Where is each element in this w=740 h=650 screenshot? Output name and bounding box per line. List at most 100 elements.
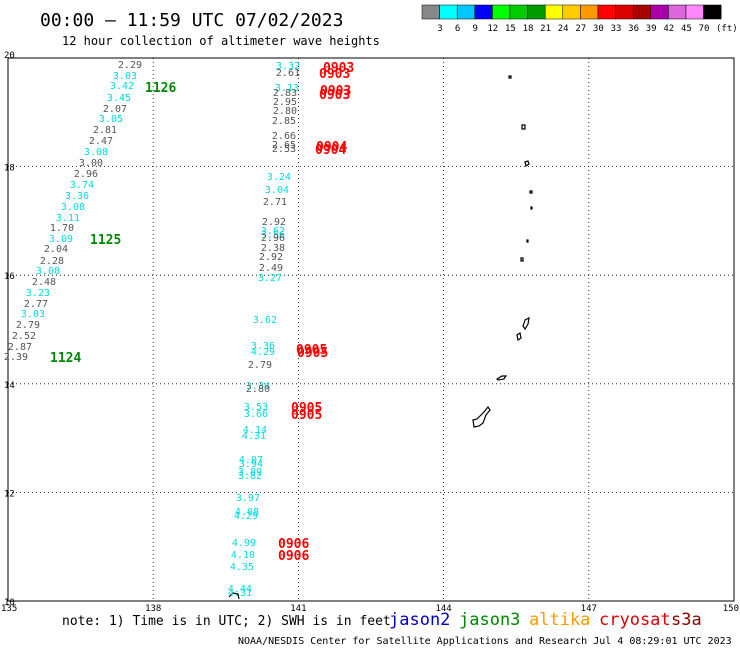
wave-height-value: 2.85 [272,116,296,127]
island-yap-fragment [228,592,240,600]
wave-height-value: 2.96 [261,233,285,244]
legend-tick-label: 9 [472,24,477,34]
map-frame [7,57,735,602]
wave-height-value: 3.03 [21,309,45,320]
pass-time-label: 0906 [278,549,309,564]
legend-tick-label: 27 [575,24,586,34]
legend-swatch [421,4,440,20]
island-guguan [530,206,533,210]
wave-height-value: 2.39 [4,352,28,363]
wave-height-value: 3.74 [70,180,94,191]
wave-height-value: 4.31 [228,588,252,599]
pass-time-label: 0905 [297,346,328,361]
wave-height-value: 2.47 [89,136,113,147]
island-anatahan [520,257,524,262]
wave-height-value: 1.70 [50,223,74,234]
wave-height-value: 3.08 [61,202,85,213]
wave-height-value: 3.89 [238,467,262,478]
mariana-islands [228,75,533,600]
wave-height-value: 4.99 [232,538,256,549]
wave-height-value: 4.14 [243,425,267,436]
y-axis-tick-label: 14 [4,381,15,391]
wave-height-value: 3.08 [36,266,60,277]
pass-time-label: 0905 [291,408,322,423]
legend-swatch [703,4,722,20]
wave-height-value: 2.79 [248,360,272,371]
legend-swatch [456,4,476,20]
island-sarigan [526,239,529,243]
legend-swatch [650,4,669,20]
wave-height-values: 2.293.033.423.452.073.052.812.473.083.00… [4,60,300,599]
wave-height-value: 4.08 [235,507,259,518]
footer-credit: NOAA/NESDIS Center for Satellite Applica… [238,636,732,647]
wave-height-value: 3.53 [244,402,268,413]
wave-height-value: 3.32 [276,61,300,72]
wave-height-value: 3.36 [251,341,275,352]
legend-swatch [492,4,511,20]
wave-height-value: 3.97 [236,493,260,504]
legend-swatch [632,4,652,20]
wave-height-value: 2.92 [262,217,286,228]
satellite-name-jason3: jason3 [459,610,520,630]
wave-height-value: 4.31 [242,431,266,442]
satellite-name-s3a: s3a [671,610,702,630]
pass-time-label: 1126 [145,81,176,96]
x-axis-tick-label: 150 [723,604,739,614]
wave-height-value: 4.29 [251,347,275,358]
wave-height-value: 2.71 [263,197,287,208]
island-guam [472,405,491,428]
map-subtitle: 12 hour collection of altimeter wave hei… [62,34,380,48]
pass-time-label: 0903 [323,61,354,76]
wave-height-value: 2.38 [261,243,285,254]
wave-height-value: 2.80 [273,106,297,117]
legend-tick-label: 70 [699,24,710,34]
pass-time-label: 0903 [320,84,351,99]
x-axis-tick-label: 141 [290,604,306,614]
island-saipan [522,316,530,331]
legend-swatch [544,4,564,20]
island-rota [496,375,508,381]
legend-tick-label: 3 [437,24,442,34]
pass-time-labels: 1126112511240903090309030903090409040905… [50,61,354,564]
pass-time-label: 0905 [291,401,322,416]
wave-height-value: 3.03 [113,71,137,82]
wave-height-value: 2.61 [276,68,300,79]
wave-height-value: 2.48 [32,277,56,288]
legend-swatch [527,4,546,20]
wave-height-value: 2.77 [24,299,48,310]
wave-height-value: 3.09 [49,234,73,245]
wave-height-value: 2.53 [272,144,296,155]
wave-height-value: 3.00 [79,158,103,169]
wave-height-value: 3.04 [265,185,289,196]
legend-swatch [668,4,687,20]
wave-height-value: 2.92 [259,252,283,263]
pass-time-label: 0904 [316,140,347,155]
wave-height-value: 2.29 [118,60,142,71]
legend-unit: (ft) [716,24,738,34]
legend-tick-label: 6 [455,24,460,34]
wave-height-value: 2.95 [273,97,297,108]
y-axis-tick-label: 16 [4,272,15,282]
legend-tick-label: 33 [611,24,622,34]
island-maug [521,124,526,130]
wave-height-value: 2.81 [93,125,117,136]
satellite-name-altika: altika [529,610,590,630]
legend-swatch [562,4,581,20]
legend-tick-label: 30 [593,24,604,34]
satellite-name-cryosat: cryosat [599,610,671,630]
wave-height-value: 4.35 [230,562,254,573]
x-axis-tick-label: 138 [145,604,161,614]
wave-height-value: 3.27 [258,273,282,284]
legend-swatch [439,4,458,20]
island-alamagan [529,190,533,194]
wave-height-value: 2.79 [16,320,40,331]
pass-time-label: 0904 [315,143,346,158]
legend-tick-label: 36 [628,24,639,34]
pass-time-label: 0903 [319,67,350,82]
pass-time-label: 0906 [278,537,309,552]
graticule [8,58,734,601]
legend-swatch [597,4,616,20]
legend-swatch [580,4,599,20]
legend-tick-label: 24 [558,24,569,34]
